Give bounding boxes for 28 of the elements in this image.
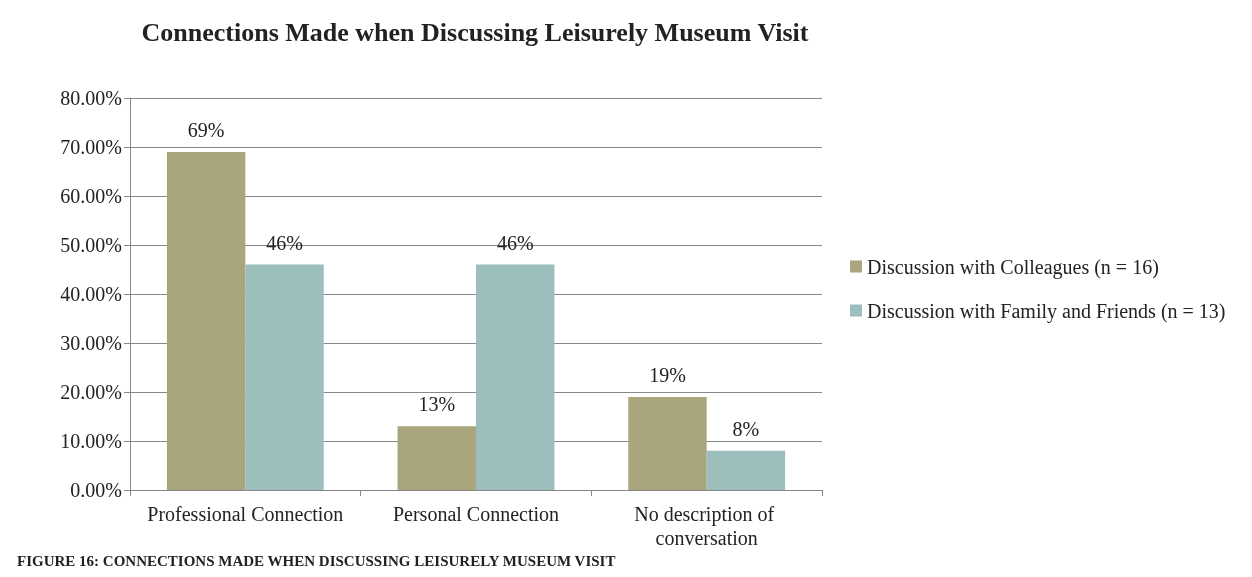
y-tick-label: 50.00%	[60, 234, 122, 256]
x-tick-label: No description of conversation	[634, 503, 780, 549]
data-label: 19%	[649, 363, 686, 386]
y-tick-label: 0.00%	[70, 479, 122, 501]
y-tick-label: 60.00%	[60, 185, 122, 207]
bar	[397, 426, 476, 490]
legend-label: Discussion with Colleagues (n = 16)	[867, 255, 1159, 279]
caption: FIGURE 16: CONNECTIONS MADE WHEN DISCUSSING LEISURELY MUSEUM VISIT	[17, 552, 616, 569]
y-tick-label: 70.00%	[60, 136, 122, 158]
bar	[706, 450, 786, 490]
bar	[628, 396, 707, 490]
bar	[245, 264, 324, 490]
data-label: 13%	[418, 393, 456, 416]
y-tick-label: 20.00%	[60, 381, 122, 403]
x-tick-label: Professional Connection	[147, 503, 344, 525]
bar	[166, 151, 246, 490]
y-tick-label: 30.00%	[60, 332, 122, 354]
chart-title: Connections Made when Discussing Leisurely Museum Visit	[141, 17, 809, 47]
y-tick-label: 80.00%	[60, 87, 122, 109]
x-tick-label: Personal Connection	[392, 503, 560, 525]
y-tick-label: 40.00%	[60, 283, 122, 305]
legend-label: Discussion with Family and Friends (n = 13)	[867, 299, 1226, 323]
data-label: 46%	[496, 231, 534, 254]
data-label: 46%	[266, 231, 303, 254]
bar	[476, 264, 555, 490]
data-label: 69%	[187, 118, 225, 141]
data-label: 8%	[732, 417, 760, 440]
y-tick-label: 10.00%	[60, 430, 122, 452]
